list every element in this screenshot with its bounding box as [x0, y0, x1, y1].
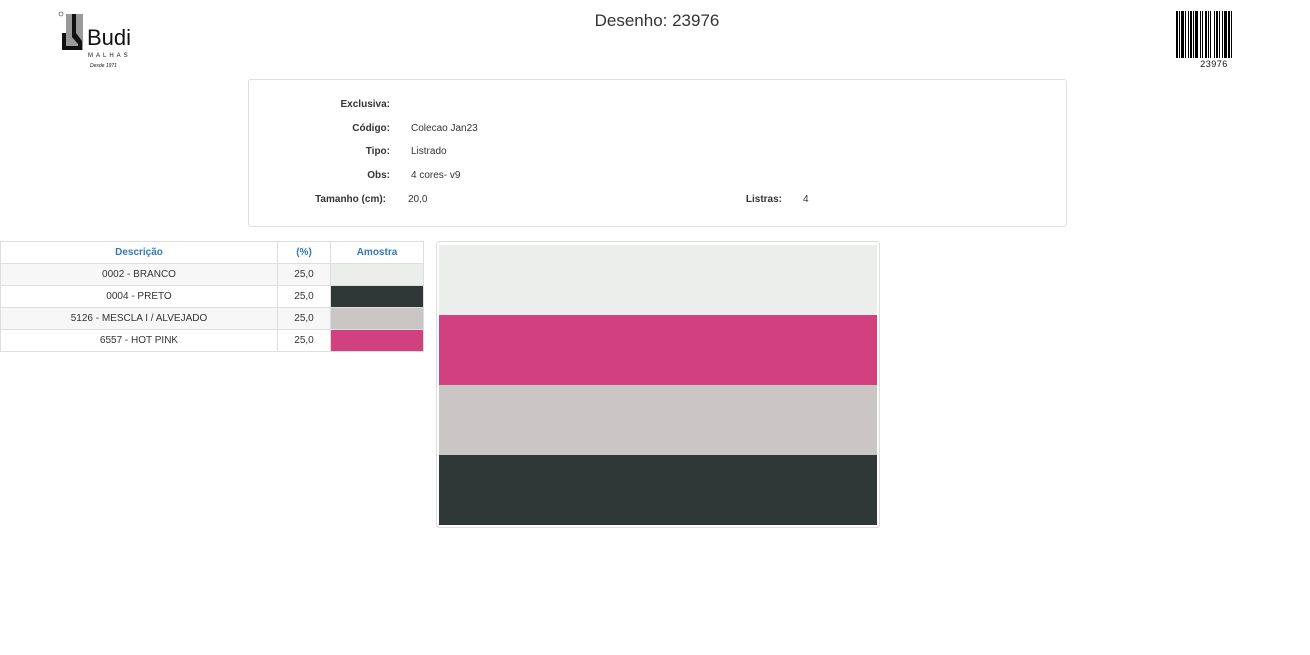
- percent-cell: 25,0: [277, 329, 331, 352]
- barcode-bar: [1207, 11, 1208, 58]
- info-panel: Exclusiva: Código: Colecao Jan23 Tipo: L…: [248, 79, 1067, 227]
- color-swatch: [330, 307, 424, 330]
- listras-value: 4: [803, 194, 809, 205]
- tamanho-label: Tamanho (cm):: [315, 194, 386, 205]
- codigo-label: Código:: [352, 123, 390, 134]
- barcode-bar: [1180, 11, 1181, 58]
- barcode-bar: [1220, 11, 1222, 58]
- stripe: [439, 315, 877, 385]
- barcode-bar: [1198, 11, 1200, 58]
- barcode-bar: [1194, 11, 1195, 58]
- barcode-bar: [1211, 11, 1214, 58]
- stripe: [439, 385, 877, 455]
- percent-cell: 25,0: [277, 307, 331, 330]
- color-swatch: [330, 285, 424, 308]
- stripe: [439, 245, 877, 315]
- exclusiva-label: Exclusiva:: [340, 99, 390, 110]
- barcode-bar: [1200, 11, 1201, 58]
- barcode-bar: [1231, 11, 1232, 58]
- barcode-bar: [1185, 11, 1186, 58]
- tamanho-value: 20,0: [408, 194, 428, 205]
- percent-cell: 25,0: [277, 285, 331, 308]
- descricao-cell: 0002 - BRANCO: [0, 263, 278, 286]
- percent-cell: 25,0: [277, 263, 331, 286]
- obs-value: 4 cores- v9: [411, 170, 461, 181]
- barcode-bar: [1193, 11, 1194, 58]
- barcode-bar: [1232, 11, 1233, 58]
- color-swatch: [330, 263, 424, 286]
- table-row: 5126 - MESCLA I / ALVEJADO 25,0: [0, 307, 424, 330]
- barcode-bar: [1230, 11, 1231, 58]
- barcode-bar: [1216, 11, 1218, 58]
- barcode-bar: [1210, 11, 1211, 58]
- barcode-bar: [1176, 11, 1178, 58]
- colors-table: Descrição (%) Amostra 0002 - BRANCO 25,0 …: [0, 241, 424, 352]
- barcode-bar: [1224, 11, 1227, 58]
- descricao-cell: 6557 - HOT PINK: [0, 329, 278, 352]
- stripe: [439, 455, 877, 525]
- barcode: 23976: [1176, 11, 1252, 71]
- obs-label: Obs:: [367, 170, 390, 181]
- descricao-cell: 0004 - PRETO: [0, 285, 278, 308]
- barcode-bars: [1176, 11, 1252, 58]
- barcode-bar: [1214, 11, 1215, 58]
- table-row: 0002 - BRANCO 25,0: [0, 263, 424, 286]
- barcode-bar: [1223, 11, 1224, 58]
- budi-malhas-logo: Budi MALHAS Desde 1971: [58, 11, 148, 69]
- header-amostra: Amostra: [330, 241, 424, 264]
- codigo-value: Colecao Jan23: [411, 123, 478, 134]
- barcode-number: 23976: [1200, 59, 1228, 69]
- descricao-cell: 5126 - MESCLA I / ALVEJADO: [0, 307, 278, 330]
- barcode-bar: [1201, 11, 1202, 58]
- barcode-bar: [1192, 11, 1193, 58]
- barcode-bar: [1205, 11, 1207, 58]
- barcode-bar: [1190, 11, 1192, 58]
- barcode-bar: [1209, 11, 1210, 58]
- header-percent: (%): [277, 241, 331, 264]
- svg-text:MALHAS: MALHAS: [88, 53, 131, 59]
- barcode-bar: [1189, 11, 1190, 58]
- barcode-bar: [1184, 11, 1185, 58]
- page-title: Desenho: 23976: [594, 11, 720, 30]
- barcode-bar: [1188, 11, 1189, 58]
- barcode-bar: [1215, 11, 1216, 58]
- table-row: 0004 - PRETO 25,0: [0, 285, 424, 308]
- barcode-bar: [1218, 11, 1219, 58]
- svg-text:Desde 1971: Desde 1971: [90, 63, 117, 69]
- barcode-bar: [1178, 11, 1179, 58]
- barcode-bar: [1208, 11, 1209, 58]
- barcode-bar: [1195, 11, 1198, 58]
- barcode-bar: [1203, 11, 1205, 58]
- barcode-bar: [1227, 11, 1228, 58]
- listras-label: Listras:: [745, 194, 782, 205]
- barcode-bar: [1228, 11, 1230, 58]
- table-row: 6557 - HOT PINK 25,0: [0, 329, 424, 352]
- svg-text:Budi: Budi: [87, 25, 131, 50]
- barcode-bar: [1181, 11, 1184, 58]
- header-descricao: Descrição: [0, 241, 278, 264]
- tipo-value: Listrado: [411, 146, 447, 157]
- barcode-bar: [1222, 11, 1223, 58]
- tipo-label: Tipo:: [365, 146, 390, 157]
- color-swatch: [330, 329, 424, 352]
- barcode-bar: [1202, 11, 1203, 58]
- stripe-preview: [436, 241, 880, 528]
- barcode-bar: [1179, 11, 1180, 58]
- barcode-bar: [1219, 11, 1220, 58]
- barcode-bar: [1186, 11, 1188, 58]
